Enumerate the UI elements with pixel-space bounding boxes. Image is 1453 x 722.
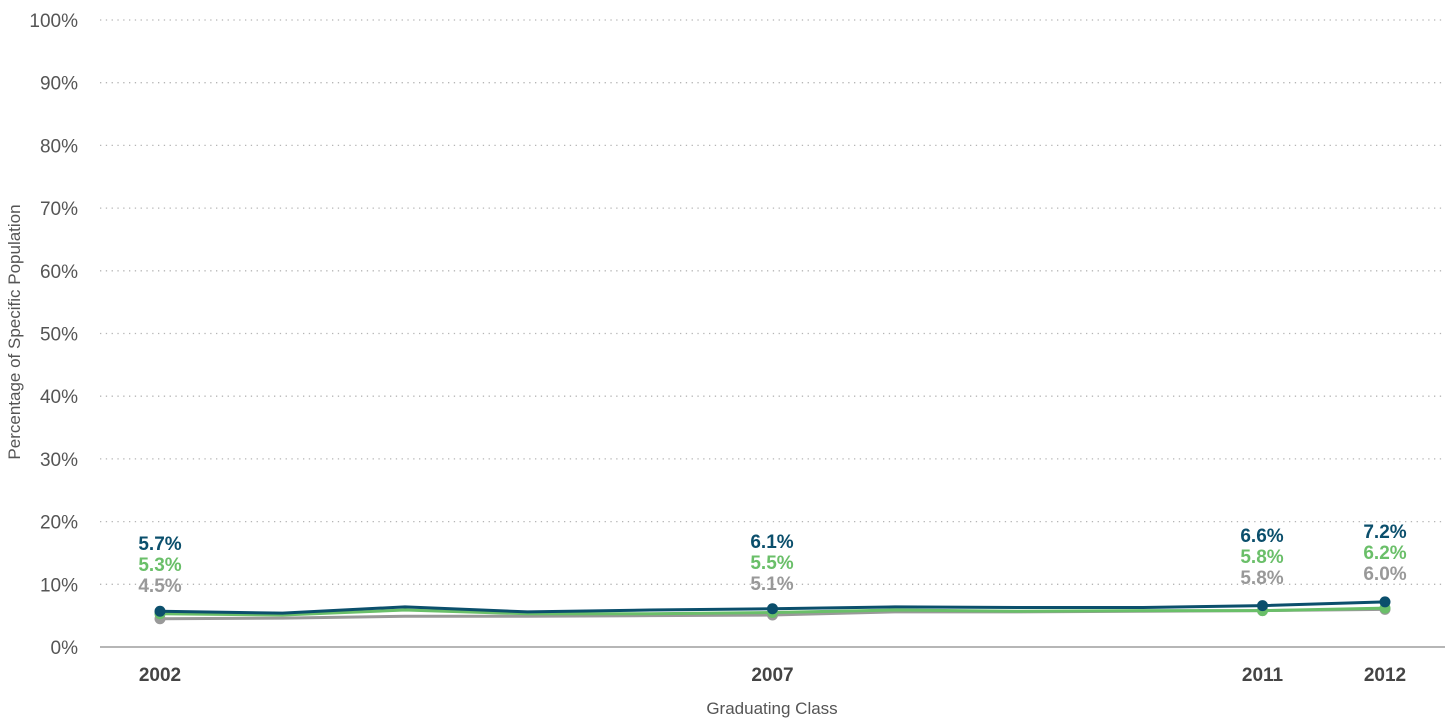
y-tick-label: 60% bbox=[40, 262, 78, 283]
series-lines bbox=[154, 596, 1391, 625]
y-axis-ticks: 0% 10% 20% 30% 40% 50% 60% 70% 80% 90% 100% bbox=[29, 11, 78, 659]
data-label: 5.5% bbox=[750, 553, 793, 574]
y-tick-label: 50% bbox=[40, 325, 78, 346]
data-point bbox=[1257, 600, 1268, 612]
data-point bbox=[154, 605, 166, 617]
data-label: 5.3% bbox=[138, 555, 181, 576]
y-tick-label: 70% bbox=[40, 199, 78, 220]
x-tick-label: 2002 bbox=[139, 665, 181, 686]
y-tick-label: 100% bbox=[29, 11, 78, 32]
x-tick-label: 2007 bbox=[751, 665, 793, 686]
x-axis: 2002 2007 2011 2012 bbox=[100, 646, 1445, 686]
x-tick-label: 2011 bbox=[1242, 665, 1284, 686]
data-label: 6.2% bbox=[1363, 543, 1406, 564]
data-point bbox=[767, 603, 778, 615]
data-label: 6.0% bbox=[1363, 564, 1406, 585]
y-tick-label: 90% bbox=[40, 74, 78, 95]
data-label: 5.8% bbox=[1240, 568, 1283, 589]
y-tick-label: 80% bbox=[40, 136, 78, 157]
data-point bbox=[1379, 596, 1391, 608]
data-label: 7.2% bbox=[1363, 522, 1406, 543]
y-tick-label: 0% bbox=[51, 638, 79, 659]
y-tick-label: 10% bbox=[40, 575, 78, 596]
x-tick-label: 2012 bbox=[1364, 665, 1406, 686]
data-labels: 5.7% 6.1% 6.6% 7.2% 5.3% 5.5% 5.8% 6.2% 4.5% 5.1%… bbox=[138, 522, 1406, 597]
y-tick-label: 40% bbox=[40, 387, 78, 408]
data-label: 6.1% bbox=[750, 532, 793, 553]
data-label: 5.7% bbox=[138, 534, 181, 555]
data-label: 4.5% bbox=[138, 576, 181, 597]
y-tick-label: 30% bbox=[40, 450, 78, 471]
gridlines bbox=[100, 19, 1445, 585]
x-axis-label: Graduating Class bbox=[706, 699, 837, 718]
data-label: 5.1% bbox=[750, 574, 793, 595]
data-label: 6.6% bbox=[1240, 526, 1283, 547]
data-label: 5.8% bbox=[1240, 547, 1283, 568]
y-tick-label: 20% bbox=[40, 513, 78, 534]
y-axis-label: Percentage of Specific Population bbox=[5, 204, 24, 459]
